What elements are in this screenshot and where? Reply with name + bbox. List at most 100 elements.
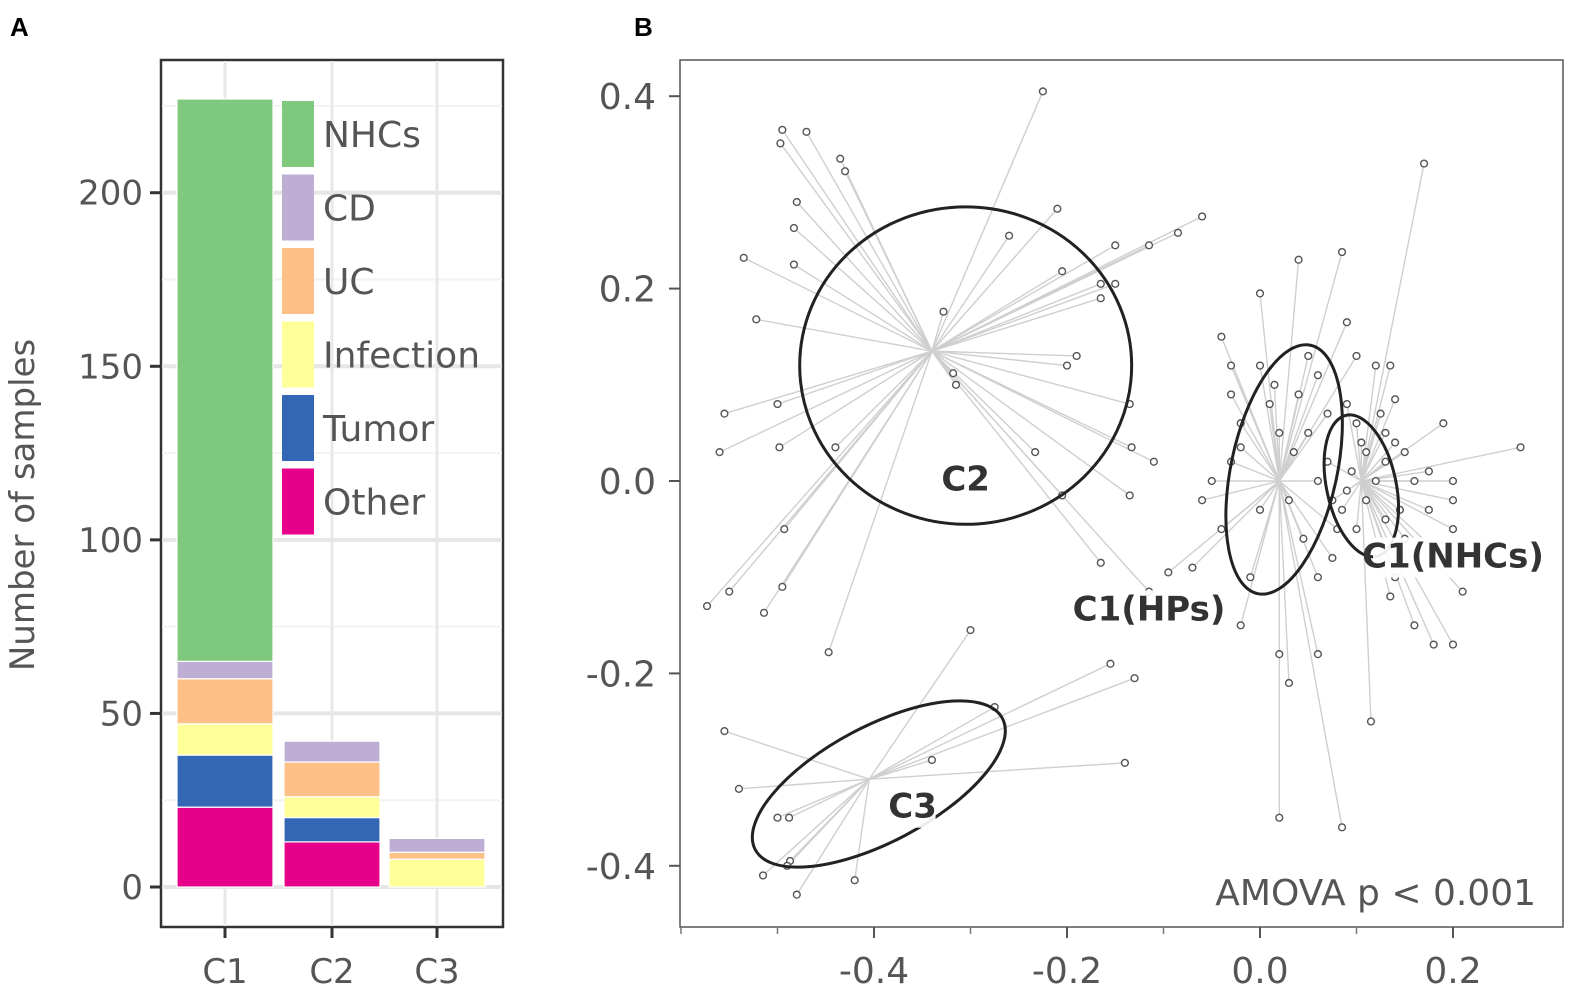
- point-c1-hps: [1294, 390, 1303, 399]
- spider-line-c2: [719, 350, 933, 453]
- point-c3: [734, 784, 744, 793]
- point-c1-hps: [1328, 553, 1337, 563]
- bar-x-tick-label-c2: C2: [309, 952, 354, 992]
- spider-line-c1-hps: [1259, 480, 1280, 511]
- scatter-x-tick-label: 0.2: [1424, 951, 1481, 992]
- legend-label-tumor: Tumor: [322, 409, 434, 450]
- spider-line-c1-nhcs: [1361, 446, 1521, 482]
- spider-line-c1-hps: [1230, 461, 1280, 482]
- spider-line-c1-nhcs: [1346, 403, 1363, 482]
- point-c2: [780, 524, 789, 534]
- legend-label-infection: Infection: [323, 336, 480, 377]
- point-c2: [1053, 204, 1062, 213]
- point-c2: [789, 260, 799, 269]
- spider-line-c1-hps: [1278, 480, 1333, 559]
- bar-segment-c1-tumor: [176, 754, 274, 808]
- spider-line-c1-hps: [1278, 374, 1319, 482]
- spider-line-c1-hps: [1278, 413, 1329, 482]
- point-c1-nhcs: [1362, 448, 1371, 457]
- spider-line-c3: [868, 663, 1111, 780]
- spider-line-c1-hps: [1278, 480, 1338, 530]
- point-c2: [1197, 212, 1207, 221]
- bar-segment-c2-uc: [283, 761, 381, 798]
- bar-segment-c1-uc: [176, 678, 274, 725]
- cluster-label-c1-hps: C1(HPs): [1073, 589, 1226, 629]
- spider-line-c1-hps: [1278, 480, 1343, 828]
- spider-line-c1-hps: [1230, 365, 1280, 482]
- legend-label-other: Other: [323, 483, 425, 524]
- spider-line-c1-hps: [1278, 355, 1309, 482]
- point-c1-hps: [1342, 318, 1351, 327]
- point-c1-nhcs: [1448, 476, 1458, 486]
- legend-swatch-cd: [282, 174, 314, 241]
- spider-line-c1-hps: [1201, 480, 1280, 501]
- spider-line-c2: [931, 311, 945, 352]
- point-c1-nhcs: [1448, 640, 1458, 649]
- point-c1-nhcs: [1386, 361, 1395, 370]
- point-c2: [1144, 241, 1154, 250]
- point-c2: [1111, 279, 1120, 288]
- spider-line-c2: [834, 350, 933, 448]
- point-c2: [949, 369, 958, 378]
- spider-line-c2: [931, 208, 1058, 352]
- point-c1-nhcs: [1424, 505, 1433, 514]
- spider-line-c3: [868, 706, 995, 780]
- point-c1-nhcs: [1342, 486, 1351, 495]
- spider-line-c2: [931, 350, 1036, 453]
- point-c1-hps: [1294, 255, 1303, 264]
- legend-label-cd: CD: [323, 189, 376, 230]
- spider-line-c3: [738, 778, 870, 790]
- point-c2: [939, 307, 948, 316]
- spider-line-c1-nhcs: [1360, 413, 1382, 482]
- spider-line-c2: [931, 350, 1068, 367]
- ellipse-c1-hps: [1224, 343, 1344, 596]
- point-c1-nhcs: [1371, 476, 1380, 486]
- point-c1-nhcs: [1390, 438, 1400, 447]
- spider-line-c1-nhcs: [1360, 442, 1396, 482]
- spider-line-c1-nhcs: [1360, 398, 1396, 482]
- spider-line-c2: [931, 350, 1131, 496]
- spider-line-c2: [793, 263, 933, 352]
- point-c2: [1004, 231, 1014, 240]
- spider-line-c2: [931, 91, 1044, 352]
- cluster-label-bg-c2: [942, 460, 989, 501]
- spider-line-c1-nhcs: [1355, 423, 1363, 482]
- bar-segment-c3-cd: [388, 837, 486, 853]
- spider-line-c1-hps: [1259, 365, 1280, 482]
- point-c1-nhcs: [1371, 361, 1380, 370]
- bar-y-tick-label: 150: [78, 347, 143, 387]
- spider-line-c1-nhcs: [1361, 480, 1430, 511]
- point-c1-nhcs: [1381, 457, 1390, 466]
- point-c1-hps: [1284, 678, 1294, 688]
- point-c1-nhcs: [1410, 476, 1419, 486]
- point-c2: [752, 315, 761, 324]
- cluster-label-c1-nhcs: C1(NHCs): [1362, 537, 1544, 577]
- spider-line-c3: [868, 759, 933, 780]
- point-c1-nhcs: [1424, 467, 1433, 476]
- spider-line-c2: [779, 350, 933, 448]
- spider-line-c1-hps: [1240, 446, 1280, 482]
- bar-legend: NHCs CD UC Infection Tumor Other: [282, 101, 480, 535]
- point-c1-hps: [1217, 524, 1226, 534]
- point-c2: [1149, 457, 1158, 466]
- spider-lines: [706, 91, 1521, 896]
- point-c1-hps: [1352, 351, 1361, 361]
- point-c2: [1062, 361, 1072, 370]
- spider-line-c1-hps: [1278, 480, 1290, 684]
- point-c2: [802, 127, 811, 136]
- point-c1-hps: [1337, 823, 1347, 832]
- spider-line-c3: [788, 778, 870, 819]
- bar-segment-c3-infection: [388, 858, 486, 888]
- point-c2: [759, 608, 769, 617]
- spider-line-c1-hps: [1278, 251, 1343, 482]
- legend-label-uc: UC: [323, 262, 375, 303]
- spider-line-c2: [763, 350, 933, 614]
- point-c1-hps: [1226, 390, 1236, 399]
- spider-line-c1-nhcs: [1360, 452, 1367, 482]
- spider-line-c3: [762, 778, 870, 876]
- point-c2: [739, 253, 748, 262]
- point-c2: [951, 380, 961, 389]
- point-c1-nhcs: [1352, 524, 1361, 534]
- point-c1-nhcs: [1376, 409, 1385, 418]
